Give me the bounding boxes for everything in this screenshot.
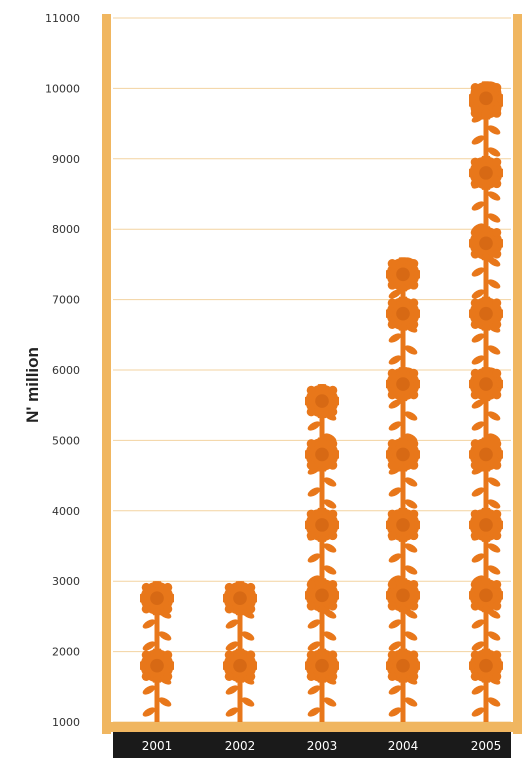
right-frame <box>513 14 522 734</box>
flower-icon <box>469 367 503 402</box>
flower-icon <box>305 507 339 542</box>
y-tick-label: 6000 <box>52 364 80 377</box>
flower-icon <box>469 578 503 613</box>
y-tick-label: 8000 <box>52 223 80 236</box>
y-tick-label: 9000 <box>52 153 80 166</box>
y-tick-label: 10000 <box>45 82 80 95</box>
flower-icon <box>469 296 503 331</box>
left-frame <box>102 14 111 734</box>
flower-icon <box>386 437 420 472</box>
flower-icon <box>305 648 339 683</box>
flower-icon <box>469 226 503 261</box>
x-tick-label: 2002 <box>225 739 256 753</box>
x-tick-label: 2004 <box>388 739 419 753</box>
flower-icon <box>386 648 420 683</box>
x-tick-label: 2005 <box>471 739 502 753</box>
flower-icon <box>386 367 420 402</box>
y-tick-labels: 1000 2000 3000 4000 5000 6000 7000 8000 9000 1000… <box>45 12 80 729</box>
y-tick-label: 2000 <box>52 646 80 659</box>
bottom-frame <box>102 722 522 732</box>
x-tick-label: 2001 <box>142 739 173 753</box>
flower-icon <box>469 507 503 542</box>
flower-icon <box>469 648 503 683</box>
flower-icon <box>469 81 503 116</box>
y-tick-label: 1000 <box>52 716 80 729</box>
flower-icon <box>305 578 339 613</box>
flower-icon <box>386 578 420 613</box>
flower-icon <box>386 296 420 331</box>
x-axis-band <box>113 732 511 758</box>
flower-icon <box>469 155 503 190</box>
flower-icon <box>305 437 339 472</box>
y-tick-label: 5000 <box>52 434 80 447</box>
y-tick-label: 7000 <box>52 294 80 307</box>
flower-icon <box>386 507 420 542</box>
flower-icon <box>305 384 339 419</box>
flower-icon <box>469 437 503 472</box>
y-tick-label: 11000 <box>45 12 80 25</box>
flower-icon <box>386 257 420 292</box>
y-axis-label: N' million <box>23 347 42 423</box>
y-tick-label: 3000 <box>52 575 80 588</box>
flower-icon <box>140 648 174 683</box>
flower-icon <box>223 581 257 616</box>
bar <box>469 81 503 683</box>
x-tick-label: 2003 <box>307 739 338 753</box>
x-tick-labels: 2001 2002 2003 2004 2005 <box>142 739 502 753</box>
flower-icon <box>140 581 174 616</box>
flower-icon <box>223 648 257 683</box>
y-tick-label: 4000 <box>52 505 80 518</box>
